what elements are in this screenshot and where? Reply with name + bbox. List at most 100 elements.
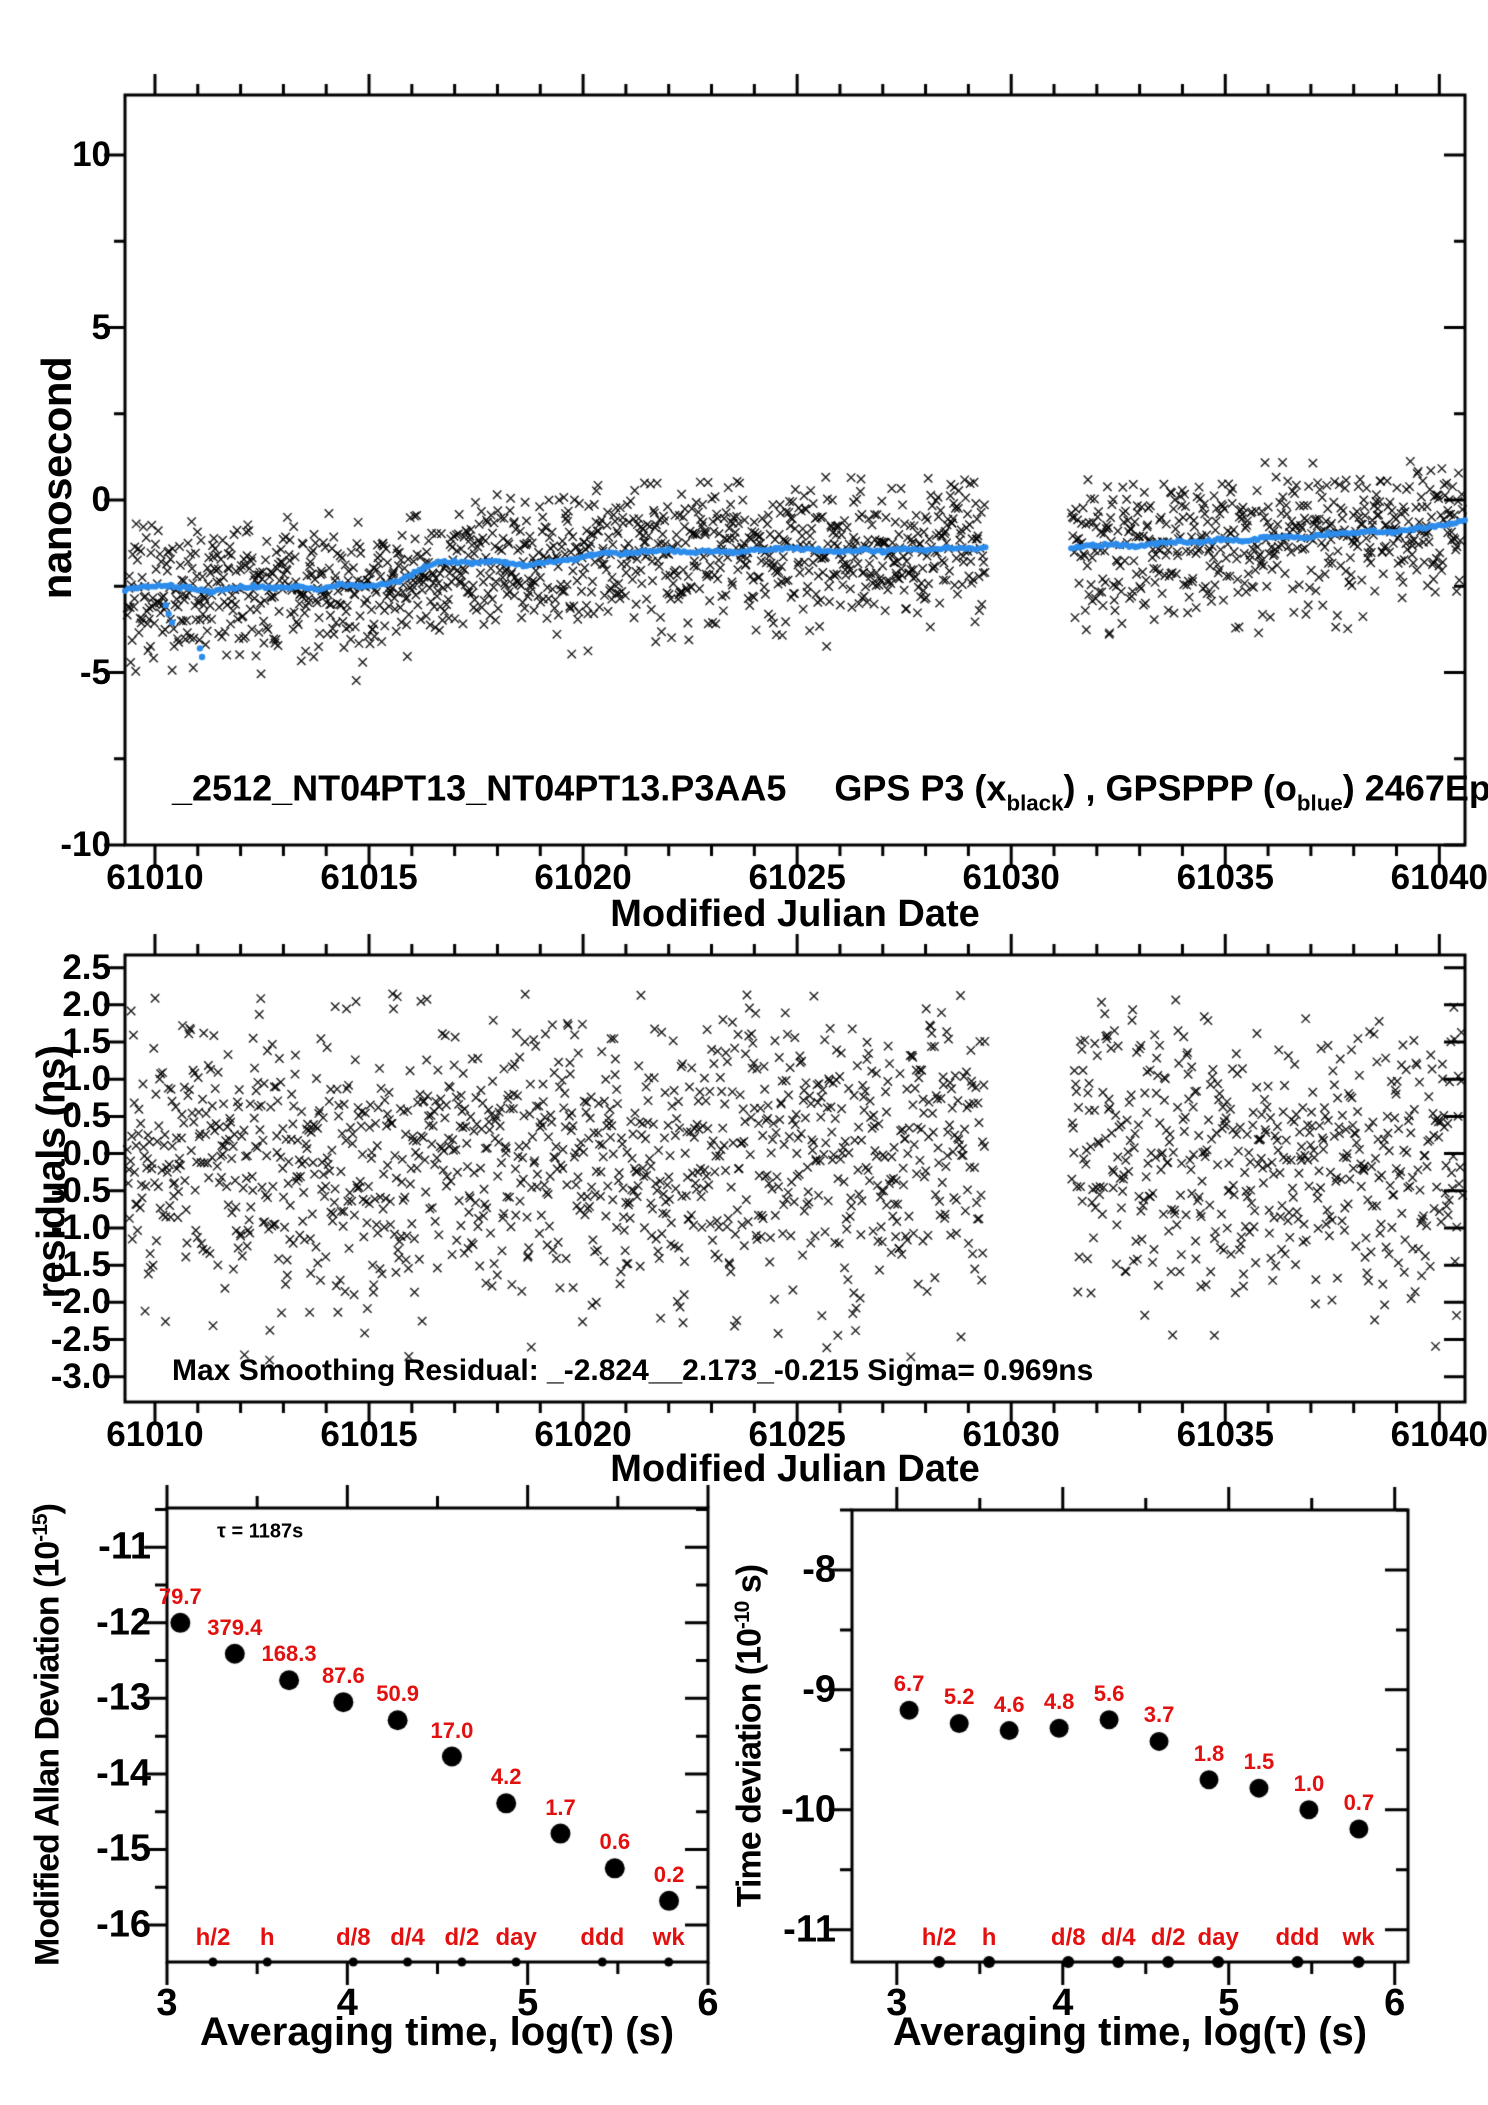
top-panel-title: _2512_NT04PT13_NT04PT13.P3AA5 GPS P3 (xbl…: [172, 767, 1488, 816]
top-x-axis-title: Modified Julian Date: [610, 893, 980, 935]
tdev-value-label: 3.7: [1143, 1702, 1175, 1728]
tdev-time-unit-label: wk: [1342, 1924, 1375, 1951]
top-y-tick-label: -5: [79, 652, 111, 692]
middle-y-tick-label: -3.0: [50, 1356, 111, 1396]
text-part: ) , GPSPPP (o: [1063, 767, 1297, 809]
tdev-value-label: 1.8: [1193, 1740, 1225, 1766]
top-y-tick-label: 5: [91, 307, 111, 347]
top-x-tick-label: 61015: [320, 858, 418, 897]
text-part: ): [28, 1504, 67, 1515]
mdev-value-label: 17.0: [430, 1717, 474, 1743]
mdev-time-unit-label: h/2: [195, 1924, 231, 1951]
middle-y-tick-label: 1.5: [62, 1022, 111, 1062]
tdev-value-label: 4.8: [1043, 1689, 1075, 1715]
middle-x-tick-label: 61020: [534, 1415, 632, 1454]
mdev-value-label: 87.6: [321, 1663, 365, 1689]
top-x-tick-label: 61025: [748, 858, 846, 897]
mdev-y-tick-label: -16: [96, 1903, 151, 1946]
tdev-x-tick-label: 5: [1218, 1982, 1240, 2024]
axis-superscript: -15: [28, 1514, 52, 1542]
mdev-x-axis-title: Averaging time, log(τ) (s): [199, 2010, 675, 2054]
top-y-tick-label: -10: [60, 825, 111, 864]
mdev-value-label: 50.9: [376, 1681, 420, 1707]
middle-y-tick-label: 2.0: [62, 984, 111, 1024]
tdev-time-unit-label: h/2: [921, 1924, 957, 1951]
mdev-x-tick-label: 6: [697, 1982, 719, 2024]
tdev-value-label: 0.7: [1343, 1789, 1375, 1815]
middle-x-tick-label: 61030: [962, 1415, 1060, 1454]
top-y-axis-title: nanosecond: [33, 356, 80, 600]
tdev-time-unit-label: d/4: [1100, 1924, 1136, 1951]
tdev-value-label: 5.6: [1093, 1680, 1125, 1706]
middle-x-axis-title: Modified Julian Date: [610, 1448, 980, 1490]
title-subscript: blue: [1296, 790, 1343, 816]
mdev-y-tick-label: -14: [96, 1752, 151, 1795]
mdev-y-axis-title: Modified Allan Deviation (10-15): [29, 1504, 68, 1966]
mdev-value-label: 79.7: [158, 1583, 202, 1609]
text-part: _2512_NT04PT13_NT04PT13.P3AA5: [172, 767, 787, 809]
top-x-tick-label: 61035: [1176, 858, 1274, 897]
mdev-y-tick-label: -13: [96, 1676, 151, 1719]
top-y-tick-label: 0: [91, 480, 111, 519]
mdev-x-tick-label: 4: [336, 1982, 358, 2024]
text-part: GPS P3 (x: [834, 767, 1007, 809]
text-part: Time deviation (10: [730, 1629, 769, 1908]
tdev-time-unit-label: d/8: [1050, 1924, 1086, 1951]
tdev-x-tick-label: 4: [1052, 1982, 1074, 2024]
mdev-time-unit-label: d/2: [444, 1924, 480, 1951]
middle-x-tick-label: 61035: [1176, 1415, 1274, 1454]
mdev-y-tick-label: -15: [96, 1827, 151, 1870]
tdev-x-tick-label: 3: [886, 1982, 908, 2024]
mdev-value-label: 4.2: [490, 1764, 522, 1790]
tdev-y-tick-label: -11: [783, 1908, 836, 1951]
tdev-x-tick-label: 6: [1384, 1982, 1406, 2024]
mdev-x-tick-label: 5: [517, 1982, 539, 2024]
tdev-time-unit-label: d/2: [1150, 1924, 1186, 1951]
middle-y-tick-label: 2.5: [62, 947, 111, 987]
mdev-time-unit-label: day: [495, 1924, 537, 1951]
middle-y-tick-label: 1.0: [62, 1059, 111, 1099]
mdev-value-label: 168.3: [261, 1641, 317, 1667]
axis-superscript: -10: [730, 1601, 754, 1630]
mdev-y-tick-label: -11: [98, 1525, 151, 1568]
residual-annotation: Max Smoothing Residual: _-2.824__2.173_-…: [172, 1354, 1094, 1387]
title-subscript: black: [1006, 790, 1064, 816]
tdev-y-axis-title: Time deviation (10-10 s): [731, 1565, 770, 1907]
mdev-time-unit-label: d/8: [335, 1924, 371, 1951]
top-x-tick-label: 61020: [534, 858, 632, 897]
tdev-x-axis-title: Averaging time, log(τ) (s): [892, 2010, 1368, 2054]
mdev-value-label: 0.2: [653, 1861, 685, 1887]
top-x-tick-label: 61030: [962, 858, 1060, 897]
tdev-value-label: 1.5: [1243, 1749, 1275, 1775]
top-y-tick-label: 10: [72, 135, 111, 175]
mdev-time-unit-label: h: [259, 1924, 275, 1951]
text-part: s): [730, 1564, 769, 1602]
tdev-value-label: 1.0: [1293, 1770, 1325, 1796]
mdev-value-label: 1.7: [545, 1794, 576, 1820]
mdev-time-unit-label: d/4: [390, 1924, 425, 1951]
middle-y-tick-label: -2.0: [50, 1282, 111, 1322]
middle-x-tick-label: 61040: [1390, 1415, 1488, 1454]
mdev-x-tick-label: 3: [156, 1982, 178, 2024]
tdev-y-tick-label: -9: [802, 1668, 836, 1711]
middle-x-tick-label: 61010: [106, 1415, 204, 1454]
middle-y-tick-label: -1.5: [50, 1245, 111, 1285]
middle-y-tick-label: 0.5: [62, 1096, 111, 1136]
text-part: Modified Allan Deviation (10: [28, 1541, 67, 1966]
tdev-time-unit-label: h: [981, 1924, 997, 1951]
tdev-y-tick-label: -10: [781, 1788, 836, 1831]
middle-x-tick-label: 61015: [320, 1415, 418, 1454]
mdev-time-unit-label: wk: [652, 1924, 685, 1951]
tdev-time-unit-label: day: [1197, 1924, 1239, 1951]
top-x-tick-label: 61040: [1390, 858, 1488, 897]
middle-x-tick-label: 61025: [748, 1415, 846, 1454]
middle-y-tick-label: -2.5: [50, 1319, 111, 1359]
tdev-time-unit-label: ddd: [1275, 1924, 1320, 1951]
tdev-value-label: 6.7: [893, 1671, 925, 1697]
middle-y-tick-label: 0.0: [62, 1133, 111, 1173]
mdev-value-label: 0.6: [599, 1829, 631, 1855]
top-x-tick-label: 61010: [106, 858, 204, 897]
mdev-time-unit-label: ddd: [580, 1924, 625, 1951]
